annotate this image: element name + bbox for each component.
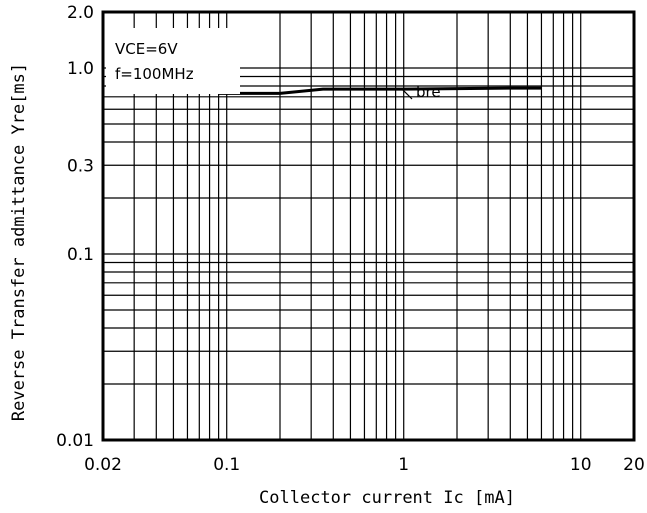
x-tick-label: 10 <box>570 455 592 475</box>
frequency-condition: f=100MHz <box>115 65 194 83</box>
x-tick-label: 1 <box>398 455 409 475</box>
vce-symbol: VCE <box>115 40 145 58</box>
y-tick-label: 2.0 <box>67 3 94 23</box>
vce-condition: VCE=6V <box>115 40 178 58</box>
y-tick-label: 1.0 <box>67 59 94 79</box>
x-tick-label: 0.1 <box>213 455 240 475</box>
y-tick-labels: 0.01 0.1 0.3 1.0 2.0 <box>56 3 94 451</box>
x-tick-label: 0.02 <box>84 455 122 475</box>
y-tick-label: 0.01 <box>56 431 94 451</box>
y-axis-symbol: Yre <box>9 104 29 135</box>
y-axis-label-text: Reverse Transfer admittance <box>9 145 29 421</box>
series-label-leader <box>401 88 413 100</box>
series-label: bre <box>416 83 441 101</box>
x-axis-label-text: Collector current <box>259 488 433 508</box>
x-axis-symbol: Ic <box>443 488 463 508</box>
conditions-box <box>106 28 240 94</box>
plot-frame <box>101 10 636 442</box>
y-axis-label: Reverse Transfer admittance Yre[ms] <box>9 63 29 421</box>
x-axis-unit: [mA] <box>474 488 515 508</box>
y-axis-unit: [ms] <box>9 63 29 104</box>
y-tick-label: 0.1 <box>67 245 94 265</box>
x-tick-label: 20 <box>623 455 645 475</box>
series-line-bre <box>218 86 542 95</box>
x-tick-labels: 0.02 0.1 1 10 20 <box>84 455 645 475</box>
x-axis-label: Collector current Ic [mA] <box>259 488 515 508</box>
vce-value: =6V <box>145 40 178 58</box>
y-tick-label: 0.3 <box>67 156 94 176</box>
